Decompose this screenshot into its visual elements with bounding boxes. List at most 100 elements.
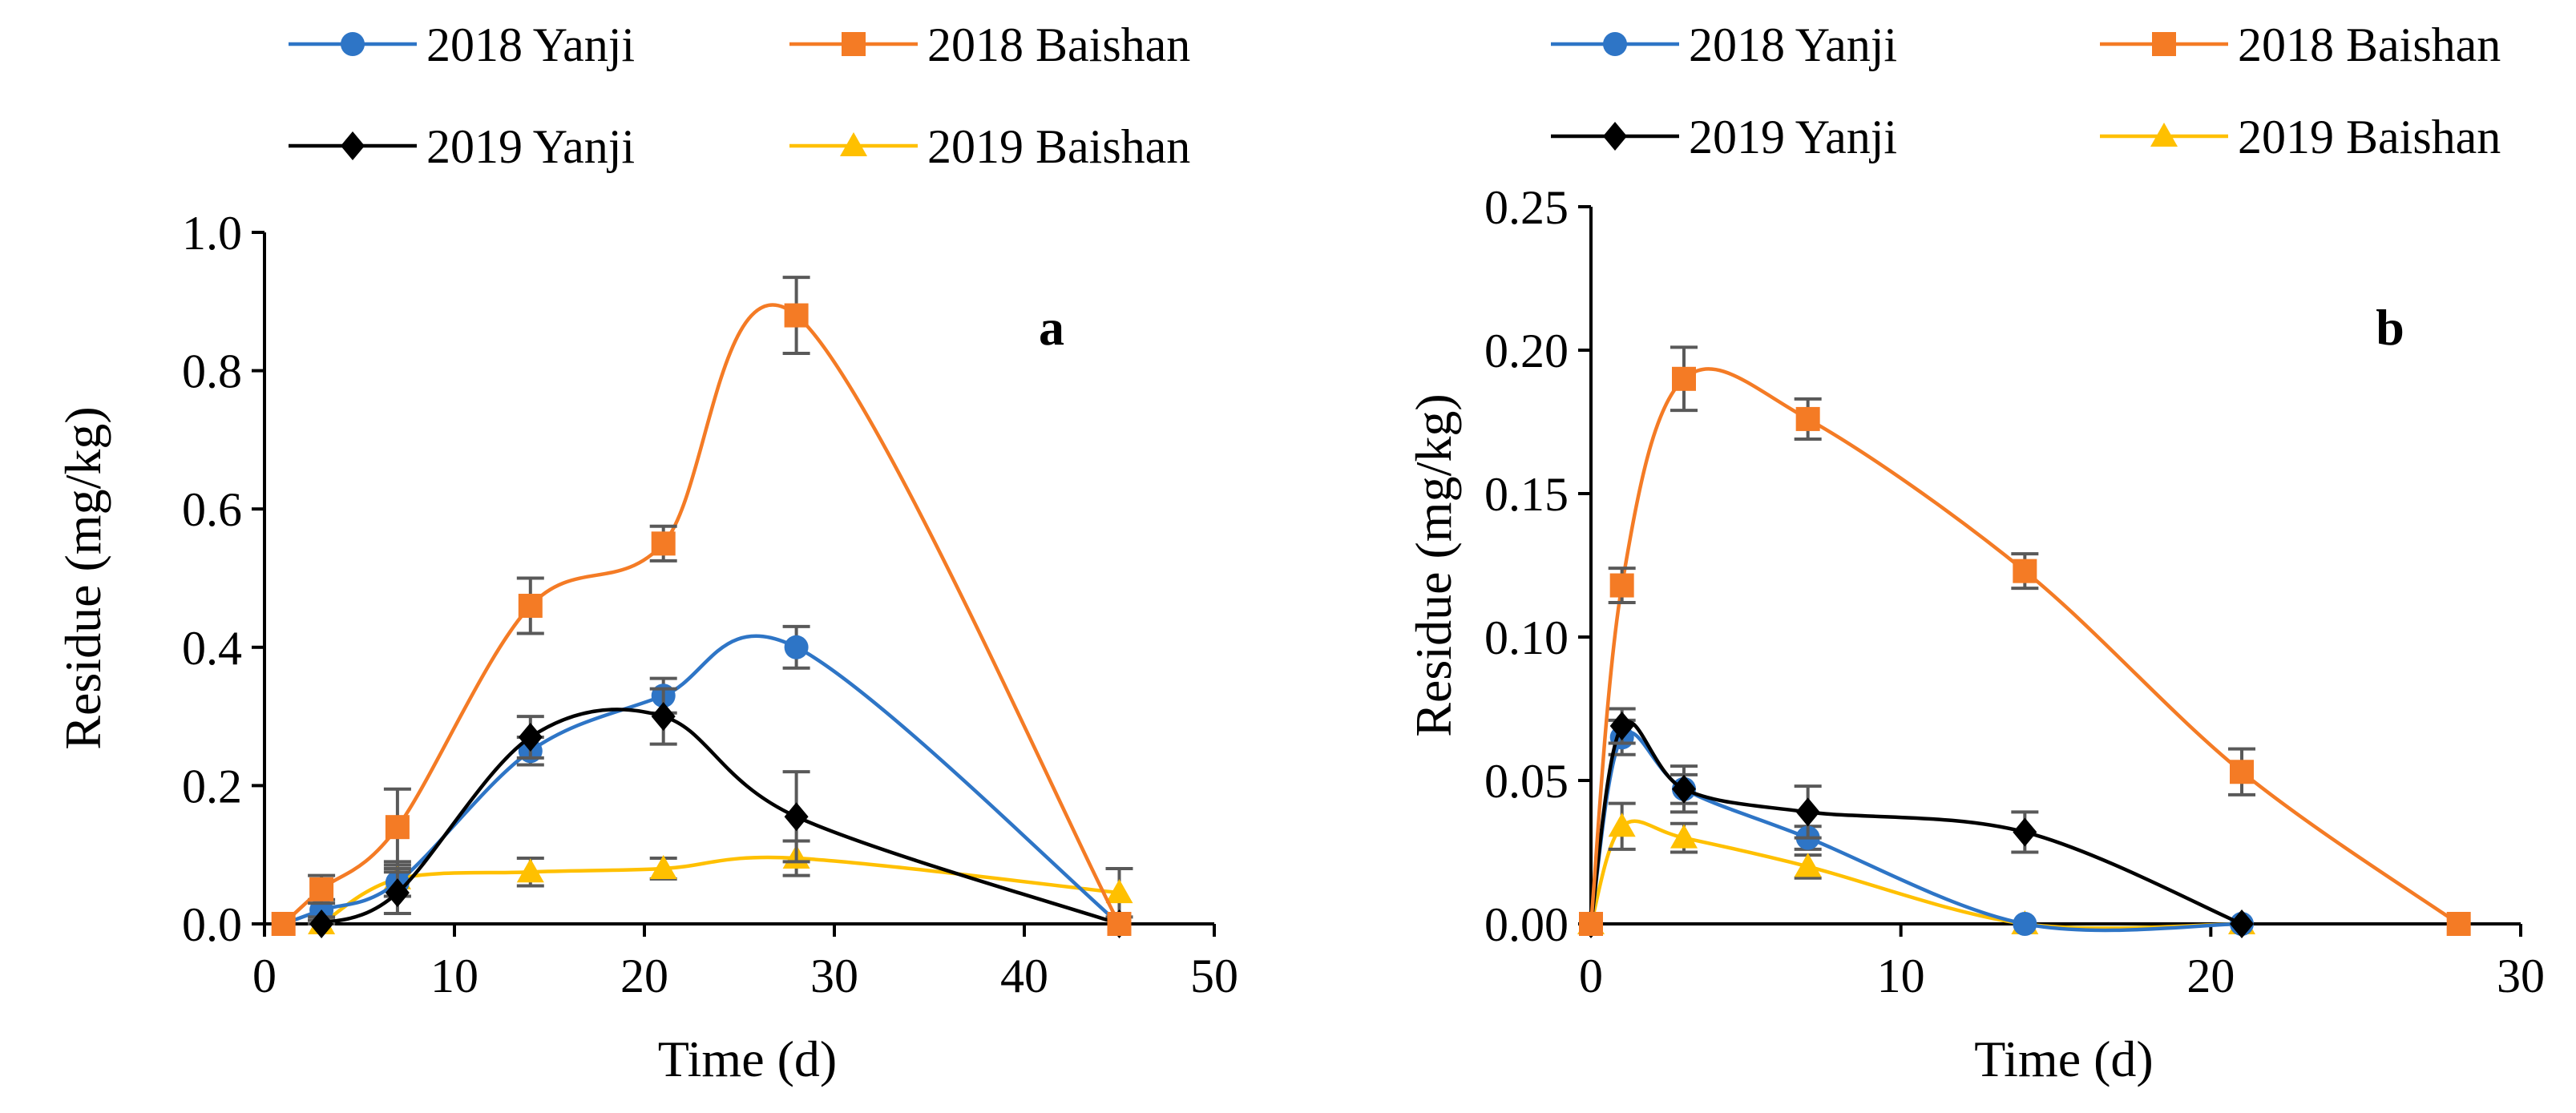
- data-point: [1609, 573, 1634, 598]
- legend-marker: [842, 32, 866, 56]
- data-point: [2230, 760, 2254, 784]
- data-point: [1107, 912, 1132, 936]
- legend-item-2019-yanji: 2019 Yanji: [289, 120, 635, 173]
- data-point: [1609, 711, 1634, 740]
- legend-marker: [341, 32, 365, 56]
- x-tick-label: 10: [1877, 950, 1925, 1002]
- legend-item-2018-baishan: 2018 Baishan: [789, 18, 1190, 71]
- legend-item-2018-baishan: 2018 Baishan: [2100, 18, 2501, 71]
- legend-item-2018-yanji: 2018 Yanji: [289, 18, 635, 71]
- legend-label: 2019 Baishan: [927, 120, 1190, 173]
- series-2018-baishan: [1579, 345, 2471, 936]
- y-tick-label: 0.6: [182, 483, 242, 536]
- series-2019-yanji: [308, 687, 1132, 938]
- series-line: [321, 708, 1120, 926]
- legend-marker: [840, 132, 867, 156]
- y-tick-label: 0.15: [1484, 468, 1569, 521]
- y-axis-label: Residue (mg/kg): [55, 406, 111, 749]
- data-point: [1794, 853, 1822, 877]
- y-tick-label: 0.2: [182, 760, 242, 813]
- chart-panel-a: 0.0 0.2 0.4 0.6 0.8 1.0 0 10 20 30 40 50 Time (d) Res…: [55, 18, 1238, 1087]
- data-point: [2013, 912, 2037, 936]
- series-line: [282, 303, 1121, 925]
- y-tick-label: 0.4: [182, 622, 242, 675]
- legend-item-2019-yanji: 2019 Yanji: [1551, 111, 1897, 163]
- legend-a: 2018 Yanji 2018 Baishan 2019 Yanji 2019 Bai…: [289, 18, 1190, 173]
- legend-marker: [2152, 32, 2176, 56]
- data-point: [518, 722, 543, 752]
- data-point: [2230, 909, 2254, 938]
- y-tick-label: 0.10: [1484, 611, 1569, 664]
- x-tick-label: 50: [1190, 950, 1238, 1002]
- series-line: [320, 855, 1120, 925]
- data-point: [1579, 912, 1603, 936]
- x-tick-label: 20: [2186, 950, 2235, 1002]
- x-tick-label: 0: [1579, 950, 1603, 1002]
- data-point: [784, 303, 809, 328]
- data-point: [651, 702, 676, 732]
- legend-label: 2018 Baishan: [2238, 18, 2501, 71]
- series-2019-baishan: [1577, 801, 2255, 934]
- x-axis-label: Time (d): [1974, 1030, 2153, 1087]
- data-point: [1608, 813, 1636, 837]
- legend-label: 2019 Baishan: [2238, 111, 2501, 163]
- legend-label: 2019 Yanji: [426, 120, 635, 173]
- x-tick-label: 40: [1000, 950, 1048, 1002]
- data-point: [1672, 774, 1696, 804]
- legend-b: 2018 Yanji 2018 Baishan 2019 Yanji 2019 Bai…: [1551, 18, 2501, 163]
- data-point: [784, 635, 809, 659]
- panel-label: b: [2376, 299, 2404, 356]
- y-tick-label: 0.05: [1484, 755, 1569, 808]
- data-point: [271, 912, 296, 936]
- data-point: [518, 594, 543, 619]
- y-axis-label: Residue (mg/kg): [1405, 393, 1462, 736]
- data-point: [516, 858, 544, 883]
- y-tick-label: 0.20: [1484, 325, 1569, 377]
- y-tick-label: 0.8: [182, 345, 242, 398]
- legend-marker: [341, 131, 365, 160]
- legend-item-2018-yanji: 2018 Yanji: [1551, 18, 1897, 71]
- legend-item-2019-baishan: 2019 Baishan: [2100, 111, 2501, 163]
- legend-marker: [1603, 32, 1627, 56]
- legend-label: 2019 Yanji: [1689, 111, 1897, 163]
- data-point: [1795, 797, 1820, 827]
- y-tick-label: 1.0: [182, 207, 242, 260]
- series-2019-yanji: [1579, 707, 2254, 938]
- series-line: [1589, 730, 2243, 933]
- series-2018-baishan: [271, 276, 1132, 936]
- data-point: [2013, 817, 2037, 847]
- data-point: [385, 878, 410, 908]
- data-point: [784, 802, 809, 832]
- x-axis-label: Time (d): [658, 1030, 837, 1087]
- x-tick-label: 30: [810, 950, 858, 1002]
- data-point: [309, 909, 334, 938]
- panel-label: a: [1039, 299, 1064, 356]
- y-tick-label: 0.25: [1484, 181, 1569, 234]
- data-point: [1670, 824, 1698, 849]
- x-tick-label: 0: [252, 950, 277, 1002]
- series-2018-yanji: [1579, 718, 2254, 936]
- legend-marker: [2150, 123, 2178, 147]
- y-tick-label: 0.0: [182, 898, 242, 951]
- data-point: [1105, 879, 1133, 904]
- data-point: [651, 531, 676, 556]
- x-tick-label: 10: [430, 950, 478, 1002]
- legend-label: 2018 Yanji: [1689, 18, 1897, 71]
- y-tick-label: 0.00: [1484, 898, 1569, 951]
- series-line: [282, 634, 1120, 926]
- data-point: [2013, 559, 2037, 583]
- legend-label: 2018 Baishan: [927, 18, 1190, 71]
- legend-label: 2018 Yanji: [426, 18, 635, 71]
- legend-item-2019-baishan: 2019 Baishan: [789, 120, 1190, 173]
- x-tick-label: 20: [620, 950, 668, 1002]
- x-tick-label: 30: [2497, 950, 2545, 1002]
- data-point: [649, 854, 677, 879]
- chart-panel-b: 0.00 0.05 0.10 0.15 0.20 0.25 0 10 20 30 Time (d) R…: [1405, 18, 2545, 1087]
- legend-marker: [1603, 122, 1627, 151]
- data-point: [2446, 912, 2471, 936]
- data-point: [1795, 406, 1820, 431]
- data-point: [309, 877, 334, 901]
- data-point: [385, 815, 410, 840]
- data-point: [1672, 366, 1696, 391]
